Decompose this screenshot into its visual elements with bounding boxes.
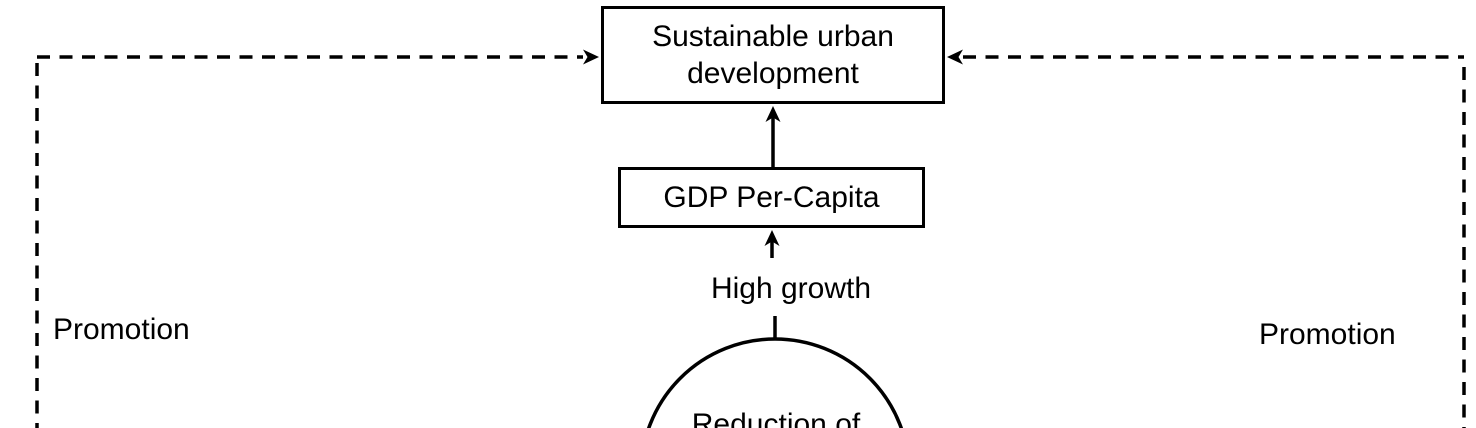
- edge-label-high-growth: High growth: [710, 272, 872, 305]
- edge-label-promotion-right: Promotion: [1259, 318, 1396, 351]
- growth-to-gdp-arrow: [764, 230, 780, 258]
- reduction-circle-node: [646, 337, 904, 428]
- gdp-to-sustainable-arrow: [765, 106, 781, 167]
- node-label: GDP Per-Capita: [663, 181, 880, 214]
- left-promotion-connector: [35, 49, 599, 428]
- right-promotion-connector: [947, 49, 1466, 428]
- arrowhead-up-icon: [764, 230, 780, 246]
- node-gdp-per-capita: GDP Per-Capita: [618, 167, 925, 228]
- edge-label-promotion-left: Promotion: [53, 313, 190, 346]
- arrowhead-up-icon: [765, 106, 781, 122]
- node-label-reduction-of: Reduction of: [691, 408, 861, 428]
- arrowhead-right-icon: [583, 49, 599, 65]
- node-label-line: Sustainable urban: [652, 20, 894, 53]
- node-sustainable-urban-development: Sustainable urban development: [601, 6, 945, 104]
- arrowhead-left-icon: [947, 49, 963, 65]
- node-label-line: development: [687, 57, 859, 90]
